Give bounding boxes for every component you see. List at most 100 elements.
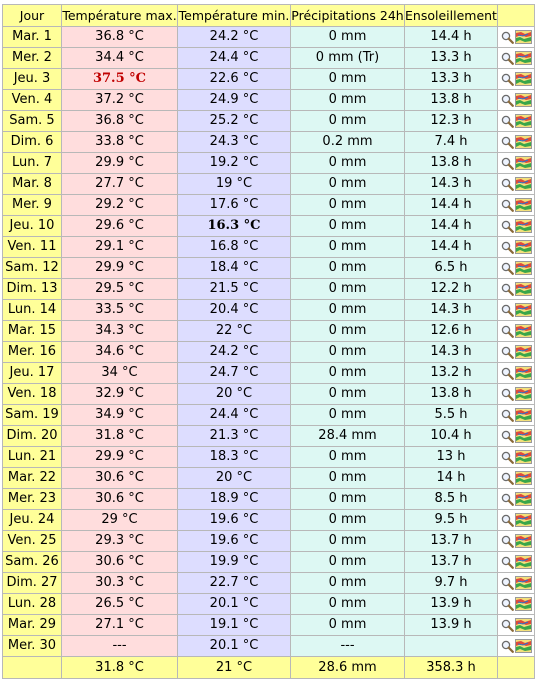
weather-map-icon[interactable] [514,450,532,464]
weather-map-icon[interactable] [514,240,532,254]
cell-tmax: 37.2 °C [61,89,178,111]
tmax-value: 29.2 °C [95,197,144,212]
cell-day: Jeu. 17 [2,362,62,384]
cell-tmax: 34.3 °C [61,320,178,342]
magnifier-icon[interactable] [501,346,514,359]
magnifier-icon[interactable] [501,262,514,275]
magnifier-icon[interactable] [501,619,514,632]
cell-sun: 5.5 h [404,404,498,426]
weather-map-icon[interactable] [514,513,532,527]
table-row: Sam. 5 36.8 °C 25.2 °C 0 mm 12.3 h [2,110,535,132]
magnifier-icon[interactable] [501,136,514,149]
weather-map-icon[interactable] [514,114,532,128]
cell-precip: 0.2 mm [290,131,405,153]
cell-actions [497,341,535,363]
table-row: Ven. 18 32.9 °C 20 °C 0 mm 13.8 h [2,383,535,405]
magnifier-icon[interactable] [501,178,514,191]
magnifier-icon[interactable] [501,199,514,212]
cell-precip: 0 mm [290,341,405,363]
magnifier-icon[interactable] [501,367,514,380]
weather-map-icon[interactable] [514,597,532,611]
weather-map-icon[interactable] [514,408,532,422]
magnifier-icon[interactable] [501,514,514,527]
weather-map-icon[interactable] [514,471,532,485]
weather-map-icon[interactable] [514,387,532,401]
tmin-value: 19.1 °C [209,617,259,632]
table-row: Lun. 28 26.5 °C 20.1 °C 0 mm 13.9 h [2,593,535,615]
weather-map-icon[interactable] [514,429,532,443]
magnifier-icon[interactable] [501,388,514,401]
weather-map-icon[interactable] [514,135,532,149]
weather-map-icon[interactable] [514,282,532,296]
cell-tmin: 22 °C [177,320,291,342]
table-row: Lun. 21 29.9 °C 18.3 °C 0 mm 13 h [2,446,535,468]
cell-tmin: 18.3 °C [177,446,291,468]
magnifier-icon[interactable] [501,556,514,569]
cell-tmax: 34.6 °C [61,341,178,363]
magnifier-icon[interactable] [501,577,514,590]
cell-sun: 14.4 h [404,26,498,48]
cell-tmin: 25.2 °C [177,110,291,132]
tmin-value: 20.1 °C [209,638,259,653]
magnifier-icon[interactable] [501,283,514,296]
tmin-value: 22.6 °C [209,71,259,86]
magnifier-icon[interactable] [501,241,514,254]
magnifier-icon[interactable] [501,451,514,464]
tmin-value: 24.7 °C [209,365,259,380]
tmax-value: 32.9 °C [95,386,144,401]
weather-map-icon[interactable] [514,51,532,65]
weather-map-icon[interactable] [514,639,532,653]
weather-map-icon[interactable] [514,93,532,107]
magnifier-icon[interactable] [501,598,514,611]
magnifier-icon[interactable] [501,430,514,443]
cell-precip: 0 mm [290,68,405,90]
weather-map-icon[interactable] [514,492,532,506]
magnifier-icon[interactable] [501,640,514,653]
magnifier-icon[interactable] [501,409,514,422]
weather-map-icon[interactable] [514,345,532,359]
col-header-sun: Ensoleillement [404,4,498,27]
tmax-value: 29.5 °C [95,281,144,296]
cell-tmax: 29 °C [61,509,178,531]
cell-actions [497,68,535,90]
weather-map-icon[interactable] [514,156,532,170]
magnifier-icon[interactable] [501,73,514,86]
weather-map-icon[interactable] [514,177,532,191]
table-row: Jeu. 3 37.5 °C 22.6 °C 0 mm 13.3 h [2,68,535,90]
cell-actions [497,488,535,510]
magnifier-icon[interactable] [501,31,514,44]
magnifier-icon[interactable] [501,304,514,317]
magnifier-icon[interactable] [501,94,514,107]
tmax-value: 29.9 °C [95,155,144,170]
weather-map-icon[interactable] [514,324,532,338]
weather-map-icon[interactable] [514,366,532,380]
magnifier-icon[interactable] [501,52,514,65]
tmax-value: 37.5 °C [92,71,147,86]
magnifier-icon[interactable] [501,220,514,233]
weather-map-icon[interactable] [514,72,532,86]
weather-map-icon[interactable] [514,534,532,548]
weather-map-icon[interactable] [514,30,532,44]
magnifier-icon[interactable] [501,157,514,170]
cell-sun [404,635,498,657]
magnifier-icon[interactable] [501,472,514,485]
magnifier-icon[interactable] [501,493,514,506]
cell-tmax: 29.9 °C [61,152,178,174]
tmax-value: 34 °C [101,365,138,380]
table-row: Jeu. 17 34 °C 24.7 °C 0 mm 13.2 h [2,362,535,384]
cell-sun: 14.4 h [404,194,498,216]
cell-actions [497,47,535,69]
magnifier-icon[interactable] [501,325,514,338]
weather-map-icon[interactable] [514,261,532,275]
cell-actions [497,362,535,384]
weather-map-icon[interactable] [514,576,532,590]
weather-map-icon[interactable] [514,198,532,212]
magnifier-icon[interactable] [501,535,514,548]
weather-map-icon[interactable] [514,618,532,632]
weather-map-icon[interactable] [514,303,532,317]
weather-map-icon[interactable] [514,219,532,233]
cell-tmin: 19.2 °C [177,152,291,174]
weather-map-icon[interactable] [514,555,532,569]
cell-day: Sam. 19 [2,404,62,426]
magnifier-icon[interactable] [501,115,514,128]
